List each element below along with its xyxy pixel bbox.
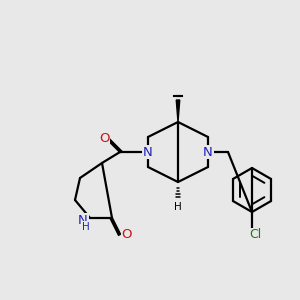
Text: N: N [78, 214, 88, 226]
Text: O: O [99, 131, 109, 145]
Polygon shape [176, 100, 180, 122]
Text: H: H [82, 222, 90, 232]
Text: H: H [174, 202, 182, 212]
Text: N: N [143, 146, 153, 158]
Text: Cl: Cl [249, 229, 261, 242]
Text: O: O [122, 227, 132, 241]
Text: N: N [203, 146, 213, 158]
